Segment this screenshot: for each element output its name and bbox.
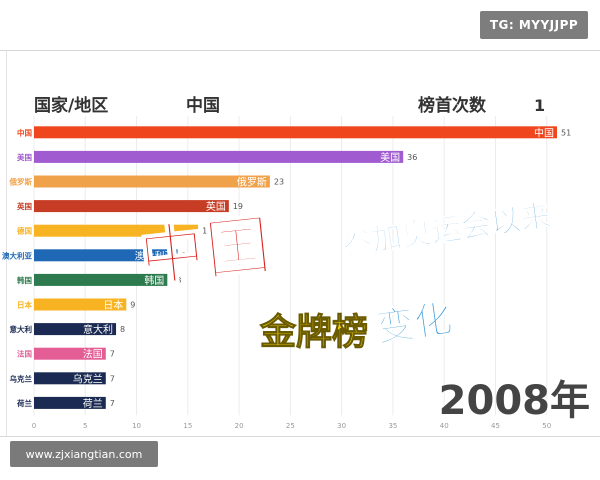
bar-value-label: 7 <box>110 399 115 408</box>
overlay-big-title: 中国 <box>135 206 274 296</box>
bottom-divider <box>0 436 600 437</box>
category-label: 法国 <box>17 349 32 359</box>
bar-inside-label: 日本 <box>103 299 123 312</box>
bar-value-label: 14 <box>182 251 192 260</box>
x-tick-label: 20 <box>235 422 244 430</box>
x-tick-label: 45 <box>491 422 500 430</box>
bar-value-label: 36 <box>407 153 417 162</box>
header-left-label: 国家/地区 <box>34 95 108 116</box>
bar-inside-label: 美国 <box>380 151 400 164</box>
overlay-line1: 参加奥运会以来 <box>340 199 553 263</box>
bar-value-label: 7 <box>110 374 115 383</box>
bar <box>34 323 117 336</box>
watermark-tg: TG: MYYJJPP <box>480 11 588 39</box>
x-tick-label: 50 <box>542 422 551 430</box>
bar-inside-label: 荷兰 <box>83 397 103 410</box>
bar-value-label: 13 <box>171 276 181 285</box>
bar-inside-label: 澳大利亚 <box>135 249 175 262</box>
bar <box>34 150 404 163</box>
category-label: 德国 <box>17 226 32 236</box>
header-rank-label: 榜首次数 <box>418 95 487 116</box>
grid-lines <box>33 116 548 416</box>
x-tick-label: 35 <box>388 422 397 430</box>
year-label: 2008年 <box>439 378 590 424</box>
x-tick-label: 40 <box>440 422 449 430</box>
bar-value-label: 51 <box>561 128 571 137</box>
bar-inside-label: 英国 <box>206 200 226 213</box>
header-current-leader: 中国 <box>186 95 220 116</box>
left-frame-line <box>6 51 7 436</box>
x-tick-label: 15 <box>183 422 192 430</box>
bar <box>34 372 106 385</box>
category-label: 日本 <box>17 300 32 310</box>
bar-inside-label: 法国 <box>83 348 103 361</box>
bar <box>34 126 557 139</box>
x-tick-label: 25 <box>286 422 295 430</box>
x-tick-label: 30 <box>337 422 346 430</box>
overlay-line2-gold: 金牌榜 <box>259 311 368 353</box>
header-rank-value: 1 <box>534 96 545 115</box>
top-divider <box>0 50 600 51</box>
bar-value-label: 8 <box>120 325 125 334</box>
bar-inside-label: 俄罗斯 <box>237 176 267 189</box>
bar-value-label: 19 <box>233 202 243 211</box>
overlay-line2-change: 变化 <box>373 296 454 350</box>
watermark-url: www.zjxiangtian.com <box>10 441 158 467</box>
category-label: 英国 <box>17 201 32 211</box>
bar <box>34 273 168 286</box>
bar <box>34 396 106 409</box>
bar-inside-label: 乌克兰 <box>73 372 103 385</box>
bar <box>34 200 229 213</box>
category-label: 俄罗斯 <box>9 177 33 187</box>
category-label: 美国 <box>17 152 32 162</box>
bar-inside-label: 韩国 <box>144 274 164 287</box>
x-tick-label: 10 <box>132 422 141 430</box>
bar-inside-label: 意大利 <box>83 323 113 336</box>
bar-value-label: 7 <box>110 350 115 359</box>
bar-inside-label: 中国 <box>534 126 554 139</box>
bar <box>34 298 127 311</box>
bar-value-label: 23 <box>274 178 284 187</box>
x-tick-label: 0 <box>32 422 36 430</box>
bar-value-label: 16 <box>202 227 212 236</box>
category-label: 乌克兰 <box>10 373 33 383</box>
category-label: 澳大利亚 <box>2 250 32 260</box>
category-label: 荷兰 <box>16 398 32 408</box>
x-tick-label: 5 <box>83 422 87 430</box>
x-axis-ticks: 0 5 10 15 20 25 30 35 40 45 50 <box>32 422 551 430</box>
bar <box>34 249 178 262</box>
category-label: 意大利 <box>10 324 33 334</box>
category-label: 韩国 <box>17 275 32 285</box>
bar-value-label: 9 <box>130 301 135 310</box>
bar <box>34 347 106 360</box>
bar <box>34 175 270 188</box>
bar <box>34 224 199 237</box>
category-label: 中国 <box>17 127 32 137</box>
